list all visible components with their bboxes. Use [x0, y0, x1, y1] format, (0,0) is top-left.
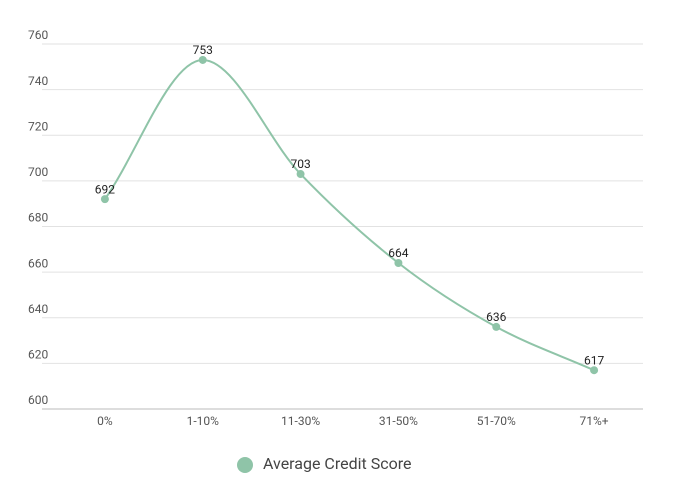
x-tick-label: 31-50% [379, 414, 418, 428]
data-label: 636 [486, 310, 506, 324]
data-label: 617 [584, 353, 604, 367]
y-tick-label: 620 [28, 348, 48, 362]
data-label: 664 [388, 246, 408, 260]
x-tick-label: 51-70% [477, 414, 516, 428]
legend-swatch [237, 457, 253, 473]
x-tick-label: 11-30% [281, 414, 320, 428]
data-label: 692 [95, 182, 115, 196]
point [100, 195, 109, 204]
y-tick-label: 720 [28, 119, 48, 133]
x-tick-label: 1-10% [187, 414, 220, 428]
point [590, 366, 599, 375]
point [296, 170, 305, 179]
y-tick-label: 740 [28, 74, 48, 88]
x-tick-label: 71%+ [580, 414, 609, 428]
point [492, 322, 501, 331]
data-label: 753 [193, 43, 213, 57]
y-tick-label: 680 [28, 211, 48, 225]
y-tick-label: 700 [28, 165, 48, 179]
y-tick-label: 600 [28, 393, 48, 407]
y-tick-label: 640 [28, 302, 48, 316]
point [394, 259, 403, 267]
data-label: 703 [290, 157, 310, 171]
y-tick-label: 760 [28, 28, 48, 42]
legend-label: Average Credit Score [263, 454, 411, 473]
x-tick-label: 0% [97, 414, 113, 428]
y-tick-label: 660 [28, 256, 48, 270]
point [198, 55, 207, 64]
line [104, 58, 595, 372]
